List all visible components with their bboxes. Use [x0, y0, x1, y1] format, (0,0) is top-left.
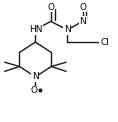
- Text: O: O: [47, 3, 54, 12]
- Text: Cl: Cl: [101, 38, 110, 47]
- Text: O: O: [30, 86, 37, 95]
- Text: HN: HN: [29, 25, 42, 34]
- Text: N: N: [64, 25, 71, 34]
- Text: N: N: [32, 72, 39, 81]
- Text: N: N: [79, 17, 86, 26]
- Text: O: O: [79, 3, 86, 12]
